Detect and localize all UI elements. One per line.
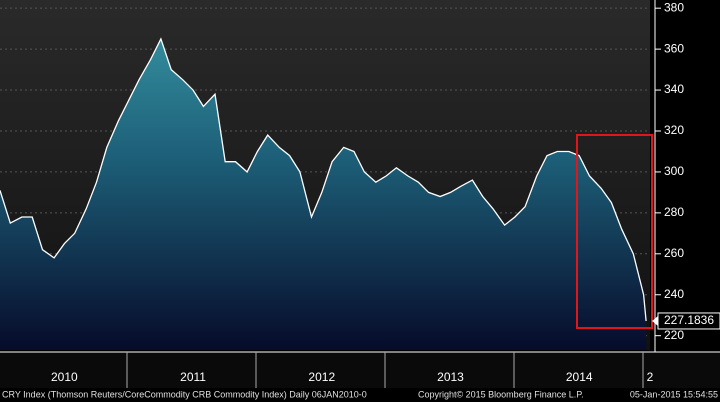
y-tick-label: 260 [664,246,684,260]
highlight-box [576,134,653,329]
x-tick-label: 2 [647,370,654,384]
area [0,38,647,351]
plot [0,37,647,351]
line [0,37,647,322]
y-tick-label: 320 [664,123,684,137]
footer-source: CRY Index (Thomson Reuters/CoreCommodity… [2,389,367,399]
y-tick-label: 300 [664,164,684,178]
y-tick-label: 360 [664,41,684,55]
y-tick-label: 240 [664,287,684,301]
y-tick-label: 380 [664,0,684,14]
year-separators [126,352,644,388]
last-value-pointer [652,315,658,326]
y-tick-label: 220 [664,328,684,342]
x-tick-label: 2012 [308,370,335,384]
last-value-label: 227.1836 [664,313,714,327]
y-tick-label: 280 [664,205,684,219]
x-axis-band [0,352,720,388]
x-tick-label: 2010 [51,370,78,384]
x-tick-label: 2013 [437,370,464,384]
x-tick-label: 2011 [180,370,206,384]
footer-timestamp: 05-Jan-2015 15:54:55 [630,389,718,399]
x-tick-label: 2014 [566,370,593,384]
footer-copyright: Copyright© 2015 Bloomberg Finance L.P. [418,389,584,399]
y-tick-label: 340 [664,82,684,96]
